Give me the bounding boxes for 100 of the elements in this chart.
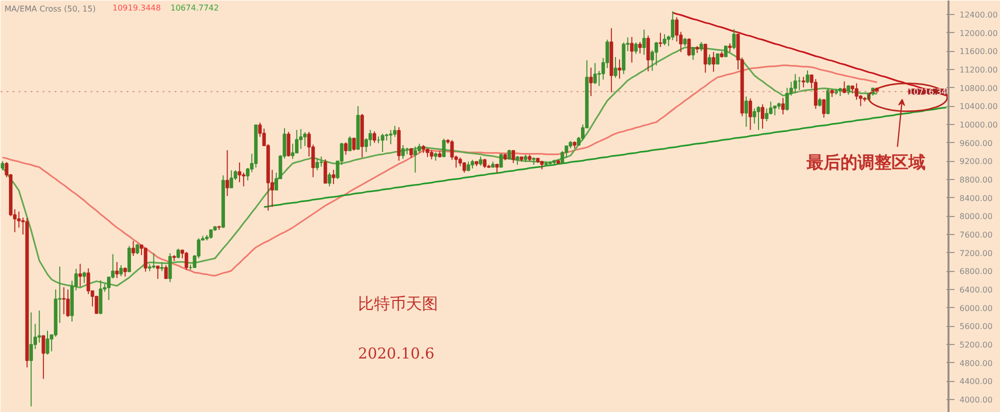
candlestick	[123, 266, 127, 278]
candlestick	[687, 38, 691, 57]
annotation: 10674.7742	[170, 4, 219, 12]
candlestick	[658, 32, 662, 48]
candlestick	[768, 101, 773, 115]
y-tick-label: 11600.00	[960, 47, 998, 56]
candlestick	[38, 310, 42, 344]
candlestick	[760, 104, 764, 130]
candlestick	[781, 97, 785, 115]
y-tick-label: 6400.00	[960, 285, 993, 294]
candlestick	[700, 41, 704, 52]
candlestick	[842, 80, 846, 94]
candlestick	[662, 34, 666, 46]
candlestick	[17, 211, 21, 228]
candlestick	[393, 125, 397, 138]
candlestick	[401, 144, 405, 160]
candlestick	[618, 58, 622, 80]
candlestick	[814, 78, 818, 110]
candlestick	[328, 172, 332, 187]
candlestick	[499, 152, 503, 168]
annotation: 比特币天图	[358, 294, 438, 313]
candlestick	[156, 266, 160, 280]
candlestick	[442, 138, 446, 158]
candlestick	[184, 251, 188, 270]
candlestick	[242, 172, 246, 187]
candlestick	[115, 261, 119, 279]
candlestick	[352, 138, 356, 152]
candlestick	[802, 76, 806, 88]
candlestick	[86, 268, 90, 295]
candlestick	[238, 162, 242, 183]
candlestick	[413, 146, 418, 174]
candlestick	[176, 248, 180, 259]
candlestick	[642, 29, 646, 56]
candlestick	[168, 252, 172, 283]
candlestick	[46, 330, 50, 356]
candlestick	[846, 84, 850, 96]
candlestick	[299, 128, 303, 150]
candlestick	[748, 98, 752, 130]
line-series	[672, 12, 948, 96]
candlestick	[82, 271, 86, 284]
candlestick	[78, 263, 82, 288]
candlestick	[388, 129, 392, 145]
candlestick	[462, 162, 466, 174]
annotation: 10919.3448	[112, 4, 161, 12]
y-tick-label: 5600.00	[960, 322, 993, 332]
y-tick-label: 4400.00	[960, 377, 993, 386]
candlestick	[132, 240, 136, 257]
y-tick-label: 8000.00	[960, 212, 993, 222]
candlestick	[136, 243, 140, 255]
annotation: 2020.10.6	[358, 344, 434, 362]
annotation: 最后的调整区域	[805, 153, 926, 174]
candlestick	[303, 132, 307, 147]
candlestick	[315, 158, 319, 171]
candlestick	[286, 131, 290, 158]
y-tick-label: 8800.00	[960, 175, 993, 184]
y-tick-label: 7200.00	[960, 248, 993, 258]
line-series	[263, 106, 948, 208]
y-tick-label: 5200.00	[960, 340, 993, 350]
candlestick	[144, 248, 148, 272]
candlestick	[0, 160, 4, 171]
candlestick	[290, 143, 294, 160]
candlestick	[478, 156, 482, 166]
candlestick	[675, 16, 679, 42]
y-tick-label: 9200.00	[960, 157, 993, 166]
candlestick	[66, 288, 70, 318]
candlestick	[670, 10, 674, 41]
candlestick	[29, 312, 33, 407]
candlestick	[712, 52, 716, 72]
y-tick-label: 10000.00	[960, 120, 998, 130]
annotation: MA/EMA Cross (50, 15)	[4, 4, 96, 14]
candlestick	[806, 70, 810, 84]
candlestick	[226, 150, 230, 196]
candlestick	[324, 158, 328, 184]
candlestick	[230, 170, 234, 188]
ref-line-label: 10716.34	[908, 88, 946, 97]
candlestick	[704, 44, 708, 74]
candlestick	[822, 98, 826, 118]
y-tick-label: 12000.00	[960, 28, 998, 38]
y-tick-label: 6800.00	[960, 267, 993, 276]
candlestick	[512, 150, 516, 164]
candlestick	[614, 56, 618, 78]
candlestick	[42, 335, 46, 380]
candlestick	[152, 252, 156, 269]
candlestick	[744, 96, 748, 128]
candlestick	[164, 264, 168, 280]
candlestick	[764, 108, 768, 122]
candlestick	[752, 108, 756, 124]
candlestick	[62, 286, 66, 315]
candlestick	[127, 245, 131, 273]
candlestick	[332, 169, 336, 185]
candlestick	[320, 156, 324, 168]
candlestick	[773, 105, 777, 116]
candlestick	[482, 158, 486, 169]
candlestick	[634, 42, 638, 54]
candlestick	[708, 54, 712, 66]
candlestick	[646, 35, 650, 72]
candlestick	[380, 133, 384, 152]
y-tick-label: 8400.00	[960, 194, 993, 203]
y-tick-label: 9600.00	[960, 138, 993, 148]
y-tick-label: 10400.00	[960, 102, 998, 112]
